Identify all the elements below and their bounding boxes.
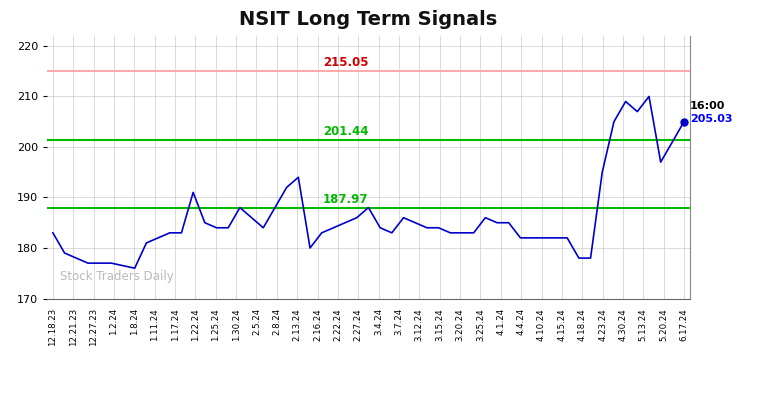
- Text: 205.03: 205.03: [690, 113, 732, 123]
- Text: Stock Traders Daily: Stock Traders Daily: [60, 270, 173, 283]
- Text: 201.44: 201.44: [323, 125, 368, 138]
- Text: 215.05: 215.05: [323, 57, 368, 69]
- Title: NSIT Long Term Signals: NSIT Long Term Signals: [239, 10, 498, 29]
- Text: 187.97: 187.97: [323, 193, 368, 206]
- Text: 16:00: 16:00: [690, 101, 725, 111]
